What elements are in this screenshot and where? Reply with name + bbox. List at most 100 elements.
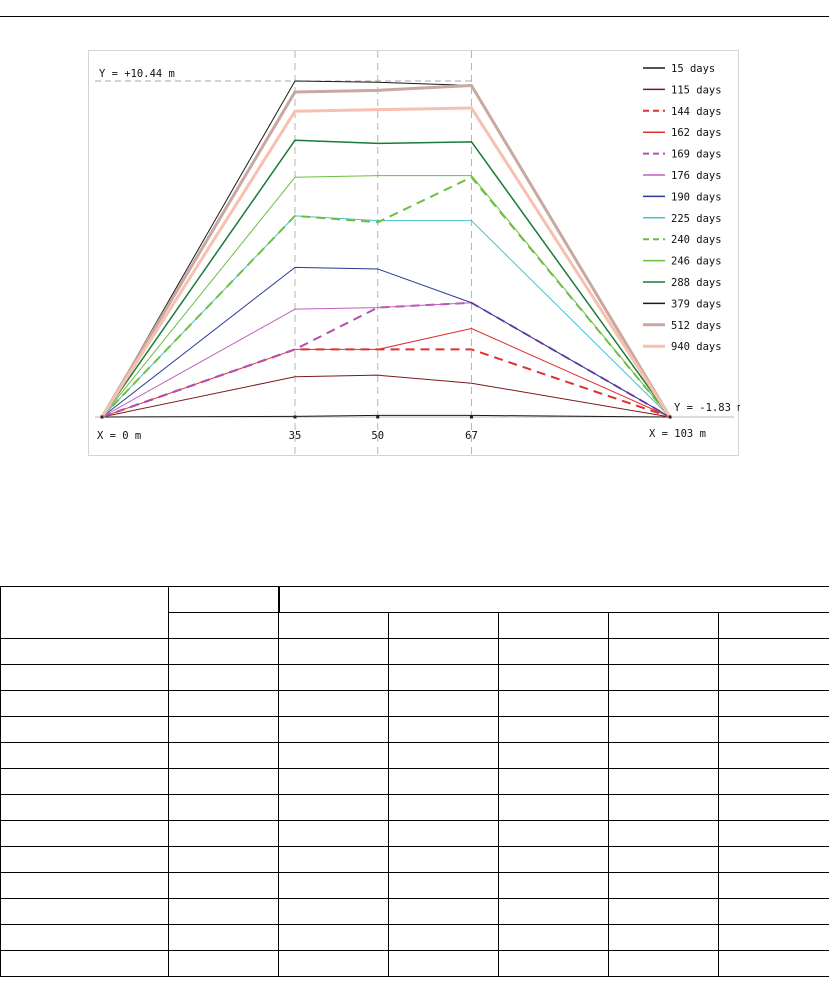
table-cell — [498, 768, 609, 795]
table-cell — [0, 924, 169, 951]
table-cell — [0, 716, 169, 743]
series-line-11 — [101, 80, 671, 418]
table-cell — [388, 924, 499, 951]
series-line-8 — [101, 176, 671, 418]
table-cell — [278, 872, 389, 899]
annotation-right: Y = -1.83 m — [674, 402, 740, 414]
table-cell — [608, 664, 719, 691]
table-cell — [168, 924, 279, 951]
table-cell — [717, 898, 829, 925]
axis-tick-mark-1 — [293, 415, 297, 419]
table-cell — [717, 664, 829, 691]
table-cell — [168, 638, 279, 665]
table-cell — [0, 950, 169, 977]
table-row — [0, 950, 829, 977]
table-cell — [717, 794, 829, 821]
table-cell — [498, 794, 609, 821]
table-cell — [608, 768, 719, 795]
table-cell — [278, 716, 389, 743]
table-cell — [608, 820, 719, 847]
table-cell — [278, 768, 389, 795]
series-line-2 — [101, 348, 671, 418]
empty-data-table — [0, 586, 829, 977]
legend-label-3: 162 days — [671, 127, 722, 139]
table-cell — [278, 742, 389, 769]
table-row — [0, 872, 829, 899]
table-cell — [168, 898, 279, 925]
table-cell — [168, 768, 279, 795]
legend-label-13: 940 days — [671, 341, 722, 353]
table-cell — [717, 872, 829, 899]
table-row — [0, 768, 829, 795]
table-cell — [717, 768, 829, 795]
series-line-5 — [101, 302, 671, 418]
table-cell — [498, 612, 609, 639]
axis-tick-mark-3 — [469, 415, 473, 419]
table-cell — [168, 846, 279, 873]
axis-tick-mark-4 — [668, 415, 672, 419]
table-cell — [0, 820, 169, 847]
series-line-3 — [101, 327, 671, 418]
table-cell — [498, 820, 609, 847]
table-cell — [608, 924, 719, 951]
table-row — [0, 820, 829, 847]
table-cell — [498, 690, 609, 717]
table-row — [0, 664, 829, 691]
series-line-10 — [101, 139, 671, 418]
table-cell — [608, 898, 719, 925]
table-row — [0, 586, 829, 639]
table-row — [0, 716, 829, 743]
table-row — [0, 638, 829, 665]
table-row — [1, 612, 829, 639]
table-cell — [498, 638, 609, 665]
series-line-0 — [101, 414, 671, 418]
legend-label-6: 190 days — [671, 191, 722, 203]
table-row — [0, 846, 829, 873]
legend-label-4: 169 days — [671, 149, 722, 161]
legend-label-9: 246 days — [671, 256, 722, 268]
table-cell — [498, 898, 609, 925]
table-cell — [717, 820, 829, 847]
table-cell — [278, 924, 389, 951]
table-cell — [498, 950, 609, 977]
table-cell — [498, 924, 609, 951]
table-cell — [498, 872, 609, 899]
table-cell — [168, 872, 279, 899]
legend-label-0: 15 days — [671, 63, 715, 75]
table-cell — [388, 664, 499, 691]
table-cell — [388, 794, 499, 821]
table-cell — [168, 612, 279, 639]
x-tick-label-67: 67 — [465, 430, 478, 442]
table-cell — [278, 664, 389, 691]
table-cell — [717, 638, 829, 665]
settlement-line-chart: 35 50 67 Y = +10.44 m Y = -1.83 m X = 0 m X = … — [95, 51, 740, 457]
table-cell — [0, 664, 169, 691]
table-cell — [0, 742, 169, 769]
legend-label-10: 288 days — [671, 277, 722, 289]
table-cell — [278, 950, 389, 977]
table-cell — [168, 794, 279, 821]
legend-label-12: 512 days — [671, 320, 722, 332]
table-cell — [388, 872, 499, 899]
table-cell — [0, 872, 169, 899]
table-cell — [498, 716, 609, 743]
annotation-top-left: Y = +10.44 m — [99, 68, 175, 80]
series-line-4 — [101, 301, 671, 418]
table-cell — [498, 664, 609, 691]
table-cell — [388, 612, 499, 639]
table-cell — [168, 950, 279, 977]
page-top-rule — [0, 16, 829, 17]
table-cell — [168, 664, 279, 691]
table-cell — [168, 716, 279, 743]
x-tick-label-35: 35 — [289, 430, 302, 442]
table-cell — [717, 742, 829, 769]
table-cell — [388, 950, 499, 977]
table-cell — [168, 820, 279, 847]
table-cell — [277, 586, 829, 613]
table-cell — [608, 612, 719, 639]
table-cell — [278, 794, 389, 821]
table-cell — [717, 846, 829, 873]
table-cell — [0, 898, 169, 925]
table-cell — [388, 716, 499, 743]
table-cell — [388, 898, 499, 925]
